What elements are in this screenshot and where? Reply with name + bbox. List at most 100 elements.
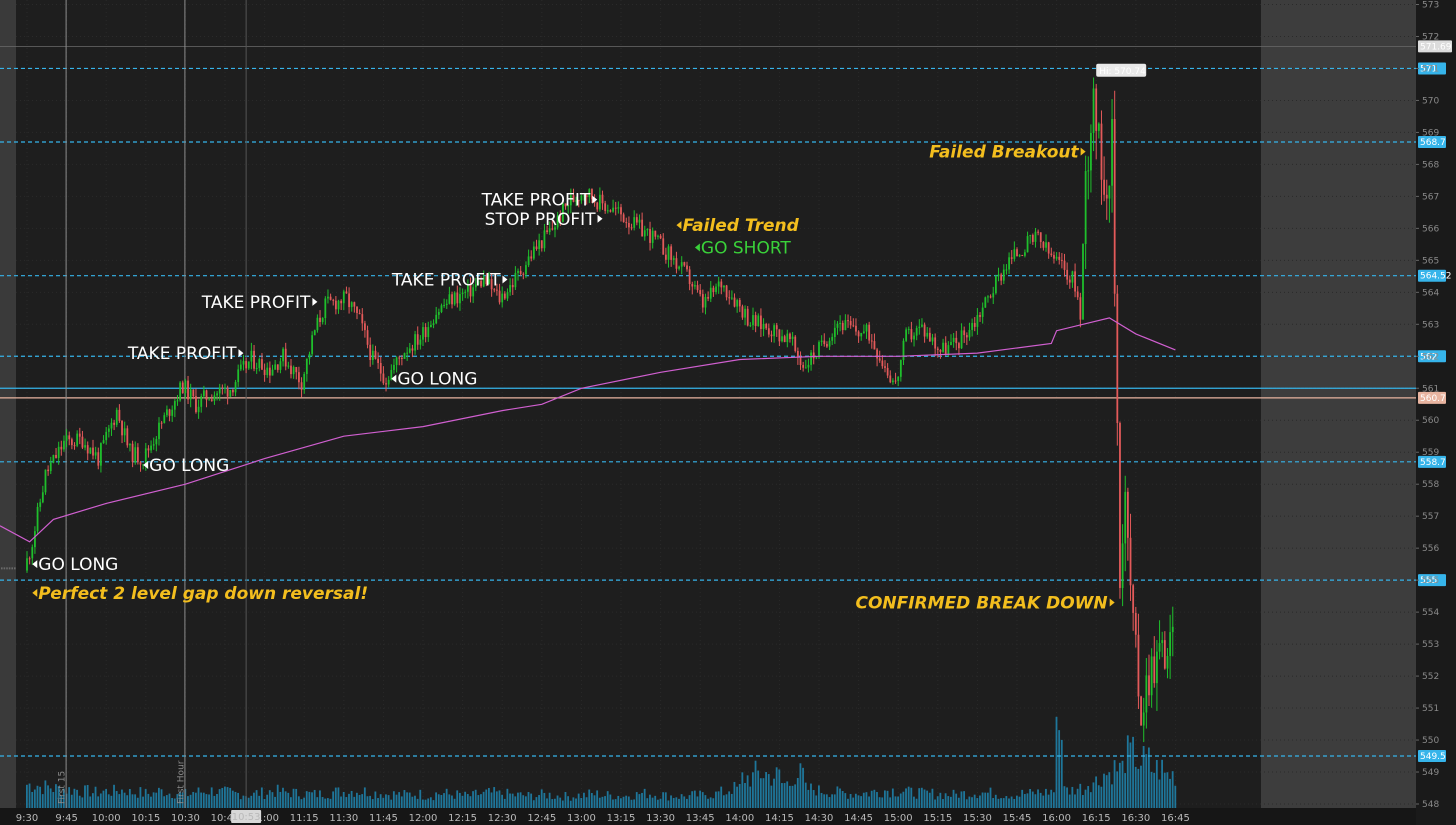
volume-bar (654, 795, 657, 808)
volume-bar (144, 789, 147, 808)
volume-bar (342, 791, 345, 808)
volume-bar (630, 799, 633, 808)
volume-bar (334, 787, 337, 808)
volume-bar (1076, 788, 1079, 808)
candle-body (752, 315, 754, 326)
candle-body (543, 230, 546, 249)
volume-bar (548, 792, 551, 808)
volume-bar (226, 787, 229, 808)
y-tick-label: 559 (1422, 448, 1439, 458)
volume-bar (1089, 792, 1092, 808)
candle-body (1113, 119, 1116, 294)
candle-body (298, 372, 300, 383)
volume-bar (239, 799, 242, 808)
candle-body (818, 342, 820, 358)
volume-bar (923, 789, 926, 808)
volume-bar (1134, 766, 1137, 808)
candle-body (601, 194, 604, 204)
volume-bar (609, 794, 612, 808)
candle-body (749, 325, 752, 327)
candle-body (451, 294, 453, 305)
volume-bar (92, 793, 94, 808)
candle-body (97, 452, 100, 466)
volume-bar (551, 799, 554, 808)
volume-bar (596, 790, 599, 808)
candle-body (197, 406, 200, 413)
volume-bar (530, 793, 533, 808)
volume-bar (300, 799, 303, 808)
candle-body (176, 400, 179, 402)
volume-bar (387, 795, 390, 808)
volume-bar (580, 798, 583, 808)
candle-body (815, 357, 818, 359)
volume-bar (424, 799, 427, 808)
candle-body (282, 348, 284, 362)
candle-body (115, 409, 118, 425)
volume-bar (841, 791, 844, 808)
candle-body (847, 320, 849, 322)
volume-bar (1060, 739, 1063, 808)
volume-bar (221, 787, 224, 808)
candle-body (150, 445, 152, 451)
candle-body (173, 401, 176, 410)
volume-bar (171, 797, 173, 808)
volume-bar (680, 794, 683, 808)
volume-bar (216, 793, 218, 808)
candle-body (266, 367, 269, 376)
volume-bar (466, 794, 469, 808)
candle-body (1145, 675, 1148, 713)
volume-bar (242, 795, 245, 808)
volume-bar (70, 794, 73, 808)
volume-bar (564, 792, 567, 808)
x-tick-label: 12:00 (409, 813, 438, 824)
volume-bar (105, 789, 107, 808)
volume-bar (1163, 772, 1166, 808)
volume-bar (319, 790, 321, 808)
candle-body (630, 227, 633, 229)
candle-body (205, 390, 208, 400)
candle-body (707, 296, 710, 299)
candle-body (305, 358, 308, 374)
candle-body (717, 281, 720, 287)
volume-bar (857, 795, 860, 808)
candle-body (635, 217, 638, 223)
candle-body (976, 315, 979, 327)
candle-body (997, 274, 1000, 277)
candle-body (144, 448, 147, 465)
candle-body (287, 365, 290, 367)
candle-body (126, 428, 129, 446)
candle-body (1142, 712, 1145, 726)
volume-bar (535, 797, 538, 808)
volume-bar (55, 784, 57, 808)
candle-body (789, 333, 791, 339)
volume-bar (1142, 746, 1145, 808)
candle-body (131, 443, 134, 463)
candle-body (435, 314, 438, 324)
candle-body (617, 207, 620, 209)
candle-body (654, 230, 657, 237)
volume-bar (57, 786, 60, 808)
volume-bar (994, 794, 997, 808)
candle-body (121, 420, 123, 436)
volume-bar (297, 796, 300, 808)
candle-body (622, 214, 625, 223)
volume-bar (659, 798, 662, 808)
candle-body (852, 325, 855, 327)
candle-body (905, 329, 908, 341)
volume-bar (303, 797, 305, 808)
candle-body (841, 322, 844, 331)
candle-body (738, 300, 741, 307)
candle-body (979, 315, 981, 317)
volume-bar (770, 785, 773, 808)
volume-bar (759, 778, 762, 808)
volume-bar (435, 792, 437, 808)
candle-body (575, 200, 578, 202)
candle-body (709, 287, 712, 299)
candle-body (1005, 269, 1008, 271)
volume-bar (202, 792, 205, 808)
volume-bar (931, 788, 934, 808)
candle-body (136, 447, 139, 463)
volume-bar (686, 798, 688, 808)
